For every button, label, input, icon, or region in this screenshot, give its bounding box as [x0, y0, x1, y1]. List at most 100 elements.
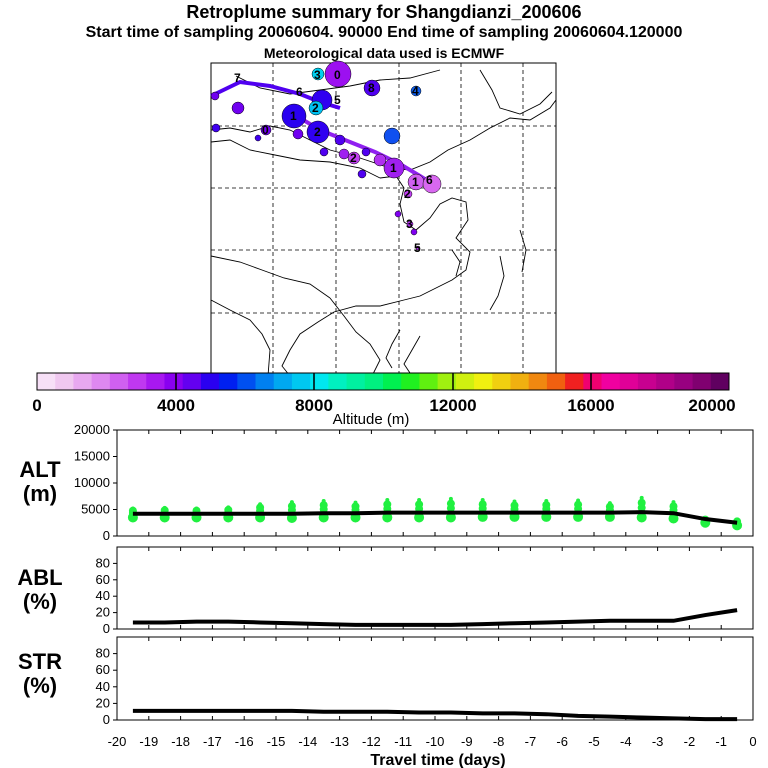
- colorbar-swatch: [237, 373, 257, 390]
- colorbar-swatch: [546, 373, 566, 390]
- colorbar-swatch: [346, 373, 366, 390]
- colorbar-swatch: [656, 373, 675, 390]
- colorbar-swatch: [601, 373, 621, 390]
- y-tick-label: 20: [96, 695, 110, 710]
- cluster-circle: [231, 101, 245, 115]
- x-tick-label: -6: [556, 734, 568, 749]
- cluster-label: 4: [412, 84, 419, 98]
- x-tick-label: -14: [298, 734, 317, 749]
- cluster-label: 6: [426, 173, 433, 187]
- cluster-label: 0: [334, 68, 341, 82]
- cluster-label: 2: [312, 101, 319, 115]
- cluster-label: 1: [290, 109, 297, 123]
- x-tick-label: 0: [749, 734, 756, 749]
- alt-panel-label: ALT (m): [10, 458, 70, 506]
- chart-subtitle: Start time of sampling 20060604. 90000 E…: [85, 24, 683, 41]
- cluster-circle: [334, 134, 346, 146]
- alt-cluster-point: [605, 502, 614, 511]
- alt-cluster-point: [637, 498, 646, 507]
- cluster-circle: [403, 189, 413, 199]
- cluster-label: 8: [368, 81, 375, 95]
- colorbar-swatch: [401, 373, 420, 390]
- x-tick-label: -15: [267, 734, 286, 749]
- colorbar-swatch: [109, 373, 129, 390]
- cluster-circle: [347, 151, 361, 165]
- cluster-circle: [306, 120, 330, 144]
- alt-cluster-point: [256, 503, 265, 512]
- x-tick-label: -10: [426, 734, 445, 749]
- y-tick-label: 0: [103, 528, 110, 543]
- cluster-label: 1: [390, 161, 397, 175]
- cluster-markers: [210, 60, 442, 251]
- cluster-label: 3: [314, 68, 321, 82]
- cluster-label: 2: [404, 187, 411, 201]
- colorbar-swatch: [255, 373, 275, 390]
- alt-cluster-point: [319, 501, 328, 510]
- cluster-circle: [338, 148, 350, 160]
- cluster-circle: [319, 147, 329, 157]
- alt-cluster-point: [321, 499, 326, 504]
- alt-cluster-point: [130, 506, 135, 511]
- y-tick-label: 0: [103, 621, 110, 636]
- alt-cluster-point: [194, 506, 199, 511]
- abl-label-line1: ABL: [17, 565, 63, 590]
- colorbar-swatch: [128, 373, 147, 390]
- colorbar-swatch: [510, 373, 530, 390]
- cluster-circle: [383, 127, 401, 145]
- alt-cluster-point: [415, 500, 424, 509]
- colorbar-ticks: 0 4000 8000 12000 16000 20000: [32, 396, 735, 415]
- colorbar-swatch: [73, 373, 93, 390]
- cluster-label: 5: [414, 241, 421, 255]
- x-tick-label: -19: [139, 734, 158, 749]
- colorbar-swatch: [565, 373, 584, 390]
- colorbar-label: Altitude (m): [333, 411, 410, 428]
- cluster-circle: [363, 79, 381, 97]
- cluster-circle: [211, 123, 221, 133]
- alt-cluster-point: [671, 500, 676, 505]
- alt-cluster-point: [351, 502, 360, 511]
- cluster-label: 7: [234, 71, 241, 85]
- colorbar-swatch: [583, 373, 603, 390]
- x-tick-label: -9: [461, 734, 473, 749]
- alt-cluster-point: [417, 497, 422, 502]
- cluster-circle: [361, 147, 371, 157]
- y-tick-label: 5000: [81, 502, 110, 517]
- x-tick-label: -8: [493, 734, 505, 749]
- abl-panel-label: ABL (%): [10, 566, 70, 614]
- alt-cluster-point: [544, 499, 549, 504]
- cluster-circle: [383, 157, 405, 179]
- cluster-circle: [311, 67, 325, 81]
- colorbar-swatch: [291, 373, 311, 390]
- y-tick-label: 40: [96, 679, 110, 694]
- y-tick-label: 60: [96, 662, 110, 677]
- colorbar-swatch: [710, 373, 730, 390]
- met-data-line: Meteorological data used is ECMWF: [263, 45, 505, 61]
- cluster-label: 6: [296, 85, 303, 99]
- y-tick-label: 20: [96, 605, 110, 620]
- map-gridlines: [211, 63, 556, 376]
- colorbar-tick: 20000: [688, 396, 735, 415]
- alt-cluster-point: [353, 500, 358, 505]
- cluster-label: 1: [412, 175, 419, 189]
- cluster-circle: [210, 91, 220, 101]
- cluster-circle: [373, 153, 387, 167]
- str-label-line2: (%): [22, 673, 58, 698]
- str-label-line1: STR: [18, 649, 62, 674]
- colorbar-tick: 12000: [429, 396, 476, 415]
- panel-frame: [116, 636, 754, 721]
- colorbar-swatch: [219, 373, 238, 390]
- x-axis-label: Travel time (days): [370, 752, 505, 768]
- alt-cluster-point: [258, 502, 263, 507]
- colorbar-tick: 0: [32, 396, 41, 415]
- cluster-circle: [394, 210, 402, 218]
- y-tick-label: 80: [96, 555, 110, 570]
- panel-frame: [116, 429, 754, 537]
- colorbar-tick: 4000: [157, 396, 195, 415]
- colorbar-swatch: [55, 373, 74, 390]
- alt-cluster-point: [226, 505, 231, 510]
- x-tick-label: -11: [394, 734, 412, 749]
- alt-cluster-point: [639, 495, 644, 500]
- x-tick-label: -4: [620, 734, 632, 749]
